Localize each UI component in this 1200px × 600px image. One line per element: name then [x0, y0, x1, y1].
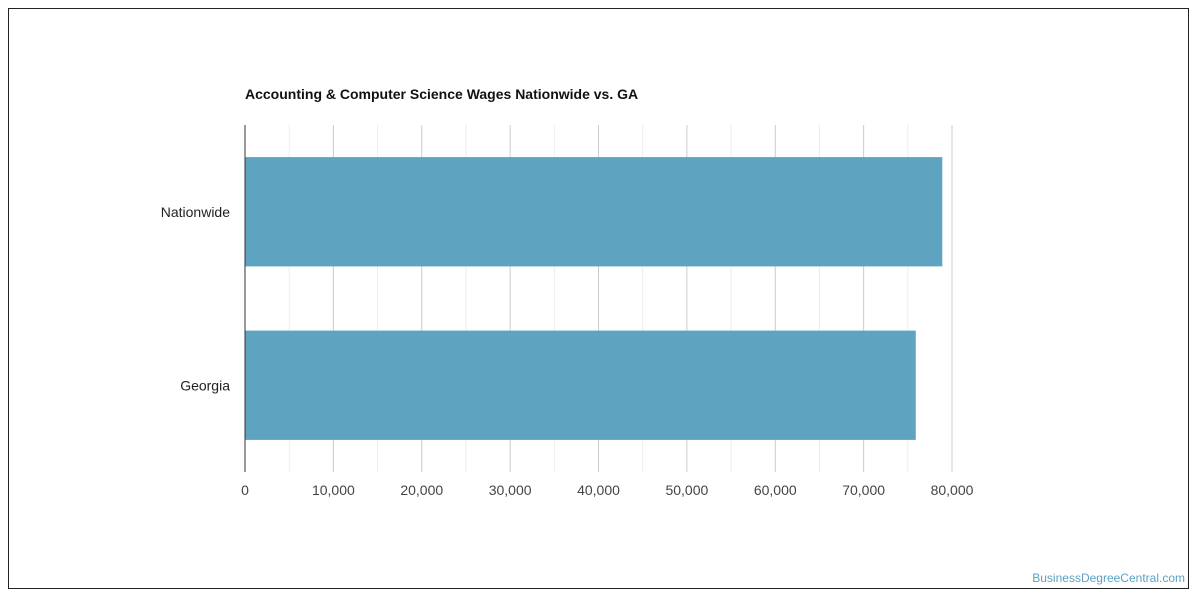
- x-tick-label: 10,000: [312, 482, 355, 498]
- category-label: Nationwide: [161, 204, 230, 220]
- x-tick-label: 60,000: [754, 482, 797, 498]
- x-tick-label: 30,000: [489, 482, 532, 498]
- x-tick-label: 50,000: [665, 482, 708, 498]
- x-tick-label: 40,000: [577, 482, 620, 498]
- chart-title: Accounting & Computer Science Wages Nati…: [245, 86, 639, 102]
- x-tick-label: 20,000: [400, 482, 443, 498]
- x-tick-label: 0: [241, 482, 249, 498]
- category-label: Georgia: [180, 377, 230, 393]
- bar: [245, 157, 943, 267]
- x-tick-label: 70,000: [842, 482, 885, 498]
- x-tick-label: 80,000: [931, 482, 974, 498]
- bar: [245, 330, 916, 440]
- watermark[interactable]: BusinessDegreeCentral.com: [1032, 571, 1185, 585]
